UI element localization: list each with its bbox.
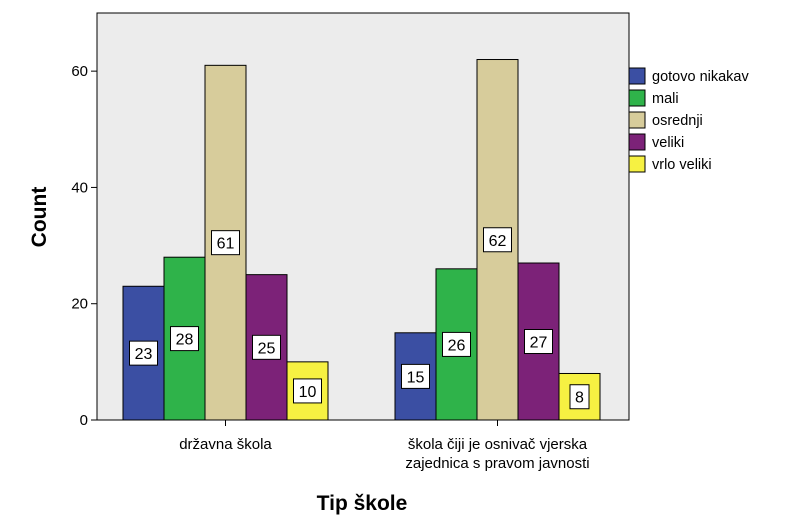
data-label: 10	[299, 384, 317, 401]
legend-label: mali	[652, 91, 679, 107]
data-label-box	[524, 329, 553, 355]
y-tick-label: 20	[71, 296, 88, 313]
data-label-box	[569, 384, 590, 410]
y-tick-label: 0	[80, 412, 88, 429]
data-label-box	[129, 340, 158, 366]
data-label: 25	[258, 340, 276, 357]
data-label: 28	[176, 332, 194, 349]
legend: gotovo nikakav mali osrednji veliki vrlo vel…	[628, 67, 749, 173]
x-tick-label: zajednica s pravom javnosti	[405, 455, 589, 472]
x-tick-label: škola čiji je osnivač vjerska	[408, 436, 588, 453]
legend-label: osrednji	[652, 113, 703, 129]
data-label: 26	[448, 337, 466, 354]
x-axis: državna škola škola čiji je osnivač vjers…	[179, 420, 590, 472]
legend-swatch	[628, 89, 646, 107]
x-tick-label: državna škola	[179, 436, 272, 453]
x-axis-title: Tip škole	[317, 492, 408, 515]
legend-swatch	[628, 133, 646, 151]
legend-label: vrlo veliki	[652, 157, 712, 173]
bars-group: 23 28 61 25 10 15 26 62 27 8	[122, 59, 601, 421]
legend-swatch	[628, 111, 646, 129]
y-tick-label: 40	[71, 179, 88, 196]
data-label-box	[252, 334, 281, 360]
legend-swatch	[628, 67, 646, 85]
data-label-box	[483, 227, 512, 253]
legend-label: gotovo nikakav	[652, 69, 749, 85]
y-tick-label: 60	[71, 63, 88, 80]
legend-label: veliki	[652, 135, 684, 151]
data-label-box	[401, 363, 430, 389]
data-label: 15	[407, 369, 425, 386]
data-label: 8	[575, 390, 584, 407]
data-label-box	[170, 326, 199, 352]
data-label-box	[442, 331, 471, 357]
legend-swatch	[628, 155, 646, 173]
data-label-box	[211, 230, 240, 256]
y-axis: 0 20 40 60	[71, 63, 97, 429]
data-label: 23	[135, 346, 153, 363]
data-label-box	[293, 378, 322, 404]
data-label: 27	[530, 335, 548, 352]
data-label: 61	[217, 236, 235, 253]
data-label: 62	[489, 233, 507, 250]
y-axis-title: Count	[28, 187, 51, 248]
